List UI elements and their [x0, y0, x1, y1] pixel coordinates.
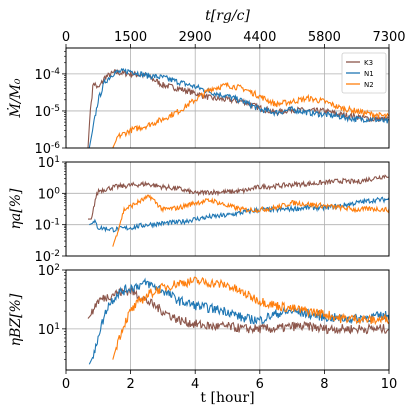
x-tick-label: 10: [381, 377, 398, 392]
legend-box: [341, 52, 387, 94]
x-tick-label: 4: [191, 377, 199, 392]
series-line-n1: [88, 67, 389, 148]
x-top-tick-label: 0: [62, 30, 70, 45]
series-line-k3: [87, 286, 389, 335]
series-line-n2: [112, 194, 389, 247]
y-tick-label: 100: [38, 186, 61, 202]
x-top-tick-label: 5800: [308, 30, 341, 45]
series-line-n2: [112, 276, 389, 360]
y-tick-label: 10-5: [34, 104, 60, 120]
x-top-tick-label: 4400: [243, 30, 276, 45]
y-tick-label: 102: [38, 263, 60, 279]
x-axis-label: t [hour]: [200, 390, 254, 406]
y-axis-label: Ṁ/M₀: [6, 78, 24, 118]
axes-frame: [65, 161, 390, 257]
legend-label-k3: K3: [364, 59, 373, 67]
x-tick-label: 8: [320, 377, 328, 392]
y-axis-label: ηBZ[%]: [8, 293, 24, 346]
y-tick-label: 101: [38, 155, 60, 171]
x-tick-label: 6: [256, 377, 264, 392]
x-tick-label: 0: [62, 377, 70, 392]
x-top-axis-label: t[rg/c]: [205, 8, 250, 24]
y-tick-label: 10-2: [34, 249, 60, 265]
x-top-tick-label: 2900: [179, 30, 212, 45]
series-line-n1: [89, 196, 389, 233]
y-tick-label: 10-1: [34, 218, 60, 234]
y-tick-label: 101: [38, 322, 60, 338]
x-top-tick-label: 1500: [114, 30, 147, 45]
axes-frame: [65, 47, 390, 149]
y-tick-label: 10-6: [34, 141, 60, 157]
series-line-n2: [112, 82, 389, 148]
y-tick-label: 10-4: [34, 67, 60, 83]
x-tick-label: 2: [126, 377, 134, 392]
x-top-tick-label: 7300: [372, 30, 405, 45]
legend-label-n2: N2: [364, 81, 374, 89]
legend-label-n1: N1: [364, 70, 374, 78]
y-axis-label: ηa[%]: [8, 188, 24, 229]
series-line-k3: [88, 174, 389, 220]
axes-frame: [65, 269, 390, 371]
